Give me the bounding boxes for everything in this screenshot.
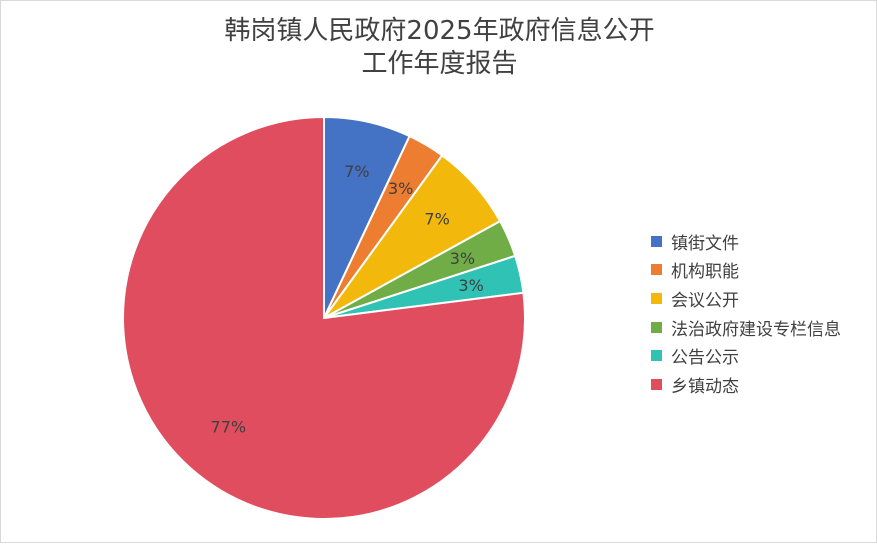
legend-swatch-4: [651, 321, 662, 333]
legend-item-6: 乡镇动态: [651, 370, 841, 399]
chart-title: 韩岗镇人民政府2025年政府信息公开 工作年度报告: [1, 15, 877, 81]
legend-swatch-6: [651, 378, 662, 390]
slice-data-label-4: 3%: [450, 249, 475, 268]
legend-label-2: 机构职能: [671, 262, 739, 283]
legend-swatch-5: [651, 350, 662, 362]
chart-title-line-1: 韩岗镇人民政府2025年政府信息公开: [224, 16, 655, 46]
legend-label-5: 公告公示: [671, 348, 739, 369]
legend-item-2: 机构职能: [651, 256, 841, 285]
legend-label-1: 镇街文件: [671, 233, 739, 254]
legend-item-1: 镇街文件: [651, 227, 841, 256]
legend-swatch-2: [651, 264, 662, 276]
slice-data-label-5: 3%: [458, 276, 483, 295]
chart-title-line-2: 工作年度报告: [361, 49, 518, 79]
pie-slice-6: [122, 115, 526, 520]
slice-data-label-1: 7%: [344, 162, 369, 181]
slice-data-label-3: 7%: [424, 209, 449, 228]
slice-data-label-6: 77%: [211, 418, 247, 437]
legend-label-4: 法治政府建设专栏信息: [671, 319, 841, 340]
legend-item-4: 法治政府建设专栏信息: [651, 313, 841, 342]
legend-label-6: 乡镇动态: [671, 376, 739, 397]
slice-data-label-2: 3%: [388, 179, 413, 198]
legend-item-3: 会议公开: [651, 284, 841, 313]
legend-label-3: 会议公开: [671, 290, 739, 311]
chart-legend: 镇街文件机构职能会议公开法治政府建设专栏信息 公告公示乡镇动态: [651, 227, 841, 399]
legend-swatch-1: [651, 235, 662, 247]
legend-item-5: 公告公示: [651, 341, 841, 370]
legend-swatch-3: [651, 292, 662, 304]
